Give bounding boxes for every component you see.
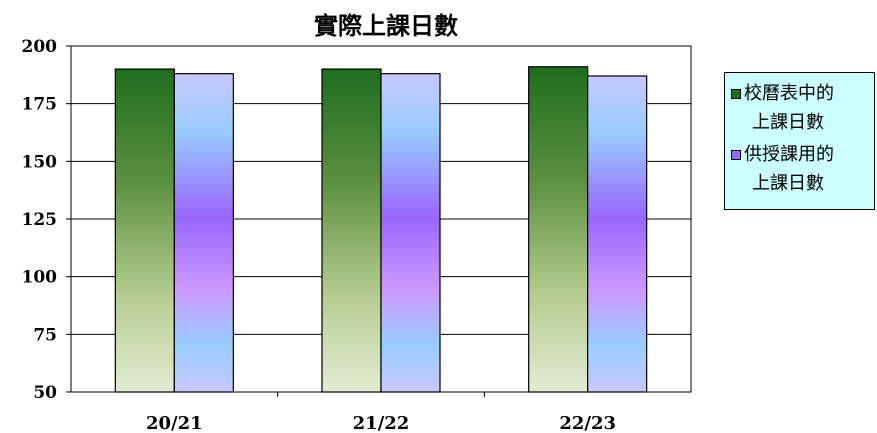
- y-tick-label: 50: [33, 383, 57, 403]
- y-tick-label: 150: [22, 152, 58, 172]
- legend-label-line2: 上課日數: [752, 173, 824, 194]
- chart-title: 實際上課日數: [314, 12, 458, 40]
- y-tick-label: 75: [33, 325, 57, 345]
- x-tick-label: 22/23: [559, 413, 616, 433]
- y-axis-tick-labels: 50 75 100 125 150 175 200: [22, 37, 58, 403]
- bars: [114, 66, 648, 397]
- bar-1: [528, 66, 589, 393]
- y-tick-label: 125: [22, 210, 58, 230]
- x-axis-tick-labels: 20/21 21/22 22/23: [146, 413, 616, 433]
- legend-label-line1: 校曆表中的: [744, 83, 834, 104]
- legend-label-line2: 上課日數: [752, 112, 824, 133]
- x-tick-label: 20/21: [146, 413, 203, 433]
- legend-item-series-2: 供授課用的 上課日數: [731, 140, 870, 198]
- legend: 校曆表中的 上課日數 供授課用的 上課日數: [724, 72, 875, 210]
- legend-label-line1: 供授課用的: [744, 144, 834, 165]
- bar-1: [321, 68, 382, 393]
- bar-2: [587, 75, 648, 393]
- y-tick-label: 200: [22, 37, 58, 57]
- legend-label: 校曆表中的 上課日數: [744, 79, 866, 137]
- legend-label: 供授課用的 上課日數: [744, 140, 866, 198]
- legend-swatch-green: [731, 89, 741, 99]
- legend-item-series-1: 校曆表中的 上課日數: [731, 79, 870, 137]
- bar-2: [173, 73, 234, 393]
- plot-area-border: [70, 45, 692, 393]
- legend-swatch-purple: [731, 150, 741, 160]
- x-tick-label: 21/22: [353, 413, 410, 433]
- y-tick-label: 175: [22, 95, 58, 115]
- bar-2: [380, 73, 441, 393]
- y-tick-label: 100: [22, 268, 58, 288]
- bar-1: [114, 68, 175, 393]
